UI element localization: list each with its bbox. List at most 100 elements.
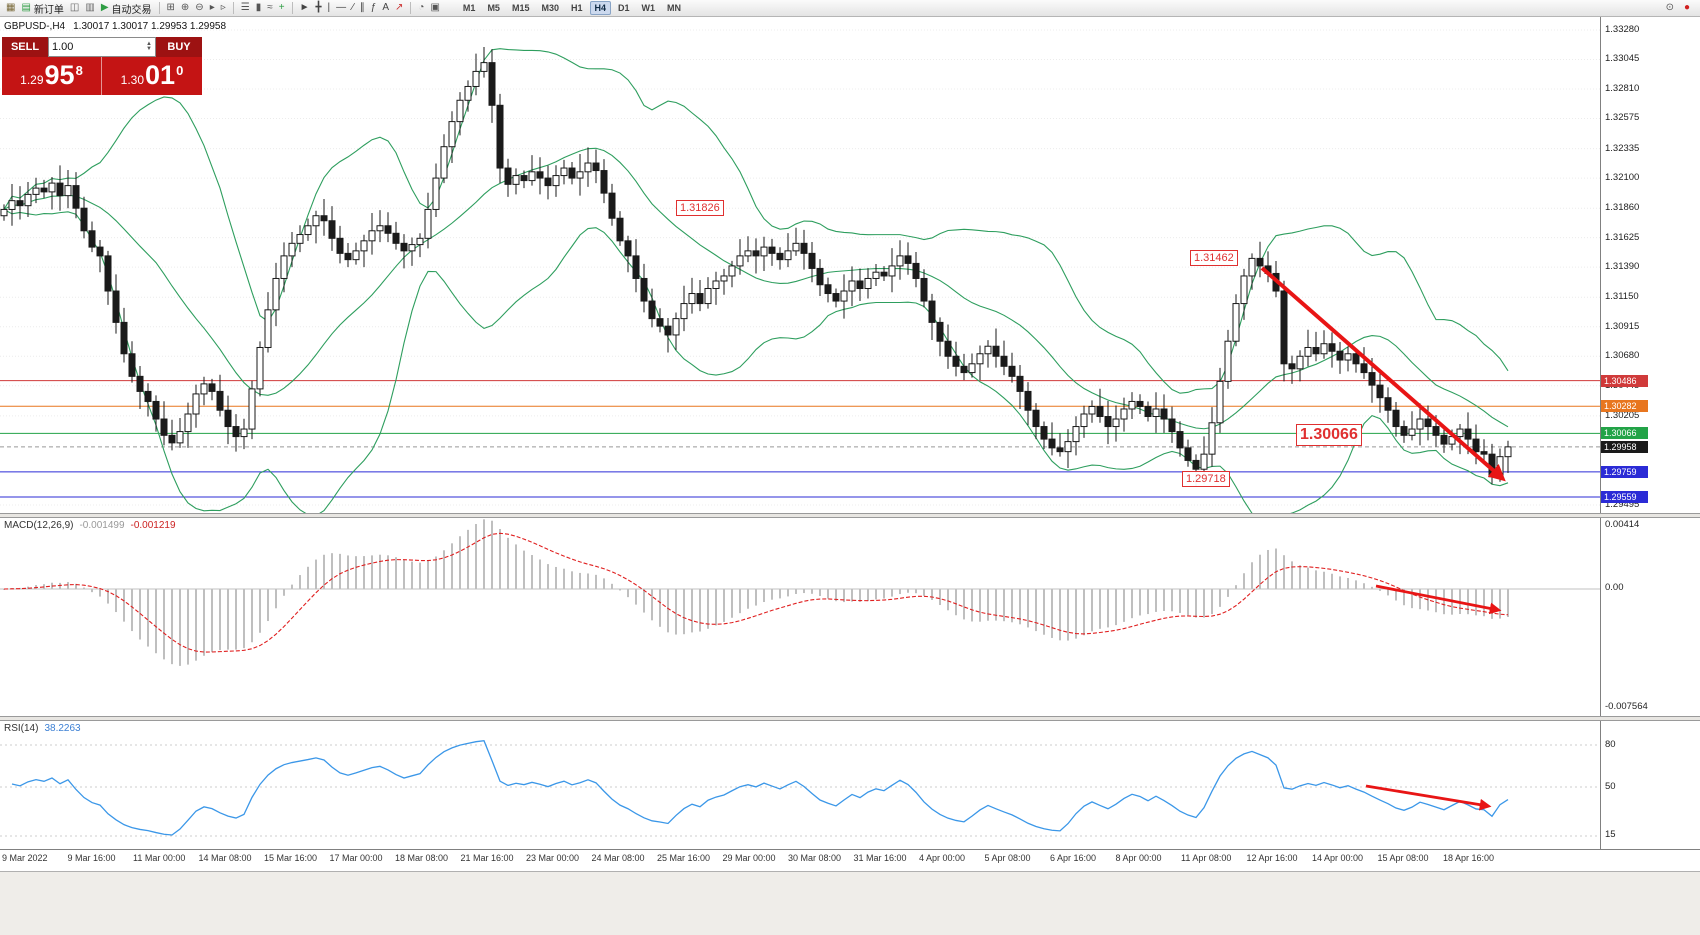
channel-icon[interactable]: ∥	[357, 1, 368, 16]
rsi-indicator-label: RSI(14) 38.2263	[4, 723, 81, 734]
autoscroll-icon[interactable]: ▸	[207, 1, 218, 16]
periods-icon[interactable]: ◔	[415, 1, 427, 16]
volume-stepper[interactable]: ▲ ▼	[146, 41, 152, 52]
timeframe-button-h4[interactable]: H4	[589, 1, 612, 15]
price-badge: 1.30486	[1601, 374, 1648, 387]
new-chart-icon[interactable]: ▦	[3, 1, 18, 16]
price-callout[interactable]: 1.30066	[1296, 424, 1362, 446]
sell-price[interactable]: 1.29 95 8	[2, 57, 102, 95]
candlestick-icon[interactable]: ▮	[253, 1, 265, 16]
price-callout[interactable]: 1.29718	[1182, 471, 1230, 487]
timeframe-button-m30[interactable]: M30	[541, 3, 559, 13]
timeframe-button-w1[interactable]: W1	[641, 3, 656, 13]
price-badge: 1.30282	[1601, 400, 1648, 413]
zoom-out-icon: ⊖	[195, 2, 204, 13]
data-window-icon: ▥	[85, 2, 95, 13]
autotrading-icon: ▶	[100, 2, 109, 13]
buy-price-big: 01	[145, 60, 176, 90]
time-tick: 6 Apr 16:00	[1050, 853, 1097, 863]
macd-pane[interactable]	[0, 518, 1600, 716]
cursor-icon[interactable]: ►	[297, 1, 313, 16]
chart-shift-icon[interactable]: ▹	[218, 1, 229, 16]
macd-name: MACD(12,26,9)	[4, 520, 74, 531]
ohlc-values: 1.30017 1.30017 1.29953 1.29958	[73, 21, 227, 32]
autotrading-button-label: 自动交易	[111, 4, 152, 16]
time-tick: 9 Mar 16:00	[67, 853, 116, 863]
timeframe-button-d1[interactable]: D1	[618, 3, 630, 13]
rsi-value: 38.2263	[44, 723, 81, 734]
app-logo-icon: ●	[1683, 2, 1690, 13]
time-tick: 31 Mar 16:00	[853, 853, 907, 863]
price-tick: 1.33280	[1605, 24, 1640, 35]
time-tick: 17 Mar 00:00	[329, 853, 383, 863]
tile-windows-icon[interactable]: ⊞	[164, 1, 178, 16]
sell-price-prefix: 1.29	[20, 73, 44, 87]
vertical-line-icon: |	[327, 2, 331, 13]
vertical-line-icon[interactable]: |	[325, 1, 334, 16]
periods-icon: ◔	[418, 2, 425, 13]
macd-value-main: -0.001499	[79, 520, 125, 531]
timeframe-button-m1[interactable]: M1	[462, 3, 476, 13]
profiles-icon[interactable]: ◫	[67, 1, 82, 16]
price-tick: 1.31150	[1605, 291, 1639, 303]
price-badge: 1.29559	[1601, 490, 1648, 503]
time-tick: 14 Mar 08:00	[198, 853, 252, 863]
horizontal-line-icon[interactable]: —	[333, 1, 349, 16]
time-tick: 23 Mar 00:00	[526, 853, 580, 863]
volume-down-icon[interactable]: ▼	[146, 46, 152, 52]
arrows-icon[interactable]: ↗	[392, 1, 406, 16]
template-icon[interactable]: ▣	[427, 1, 442, 16]
buy-price[interactable]: 1.30 01 0	[102, 57, 202, 95]
profiles-icon: ◫	[69, 2, 80, 13]
trendline-icon[interactable]: ∕	[349, 1, 357, 16]
price-callout[interactable]: 1.31462	[1190, 250, 1238, 266]
buy-price-prefix: 1.30	[120, 73, 145, 87]
zoom-out-icon[interactable]: ⊖	[192, 1, 206, 16]
time-tick: 25 Mar 16:00	[657, 853, 711, 863]
text-icon[interactable]: A	[379, 1, 392, 16]
line-chart-icon[interactable]: ≈	[264, 1, 276, 16]
bar-chart-icon[interactable]: ☰	[238, 1, 253, 16]
buy-button[interactable]: BUY	[156, 37, 202, 57]
data-window-icon[interactable]: ▥	[82, 1, 97, 16]
macd-pane-splitter[interactable]	[0, 513, 1700, 518]
rsi-pane[interactable]	[0, 721, 1600, 849]
crosshair-icon[interactable]: ╋	[312, 1, 324, 16]
new-order-button[interactable]: ▤ 新订单	[18, 1, 66, 16]
arrows-icon: ↗	[395, 2, 404, 13]
fibonacci-icon[interactable]: ƒ	[368, 1, 380, 16]
rsi-pane-splitter[interactable]	[0, 716, 1700, 721]
timeframe-button-h1[interactable]: H1	[570, 3, 583, 13]
volume-input[interactable]: 1.00 ▲ ▼	[48, 37, 156, 57]
price-tick: 1.31390	[1605, 261, 1640, 273]
volume-up-icon[interactable]: ▲	[146, 41, 152, 47]
timeframe-button-m5[interactable]: M5	[487, 3, 500, 13]
time-tick: 18 Apr 16:00	[1443, 853, 1495, 863]
channel-icon: ∥	[359, 2, 365, 13]
search-icon[interactable]: ⊙	[1663, 1, 1677, 16]
timeframe-button-mn[interactable]: MN	[667, 3, 682, 13]
time-tick: 29 Mar 00:00	[722, 853, 776, 863]
app-logo-icon[interactable]: ●	[1681, 1, 1693, 16]
time-axis[interactable]	[0, 849, 1700, 871]
search-icon: ⊙	[1665, 2, 1674, 13]
sell-button[interactable]: SELL	[2, 37, 48, 57]
time-tick: 15 Mar 16:00	[264, 853, 318, 863]
window-bottom-area	[0, 871, 1700, 935]
price-badge: 1.30066	[1601, 427, 1648, 440]
sell-price-pipette: 8	[75, 63, 83, 78]
macd-value-signal: -0.001219	[130, 520, 176, 531]
time-tick: 24 Mar 08:00	[591, 853, 645, 863]
price-badge: 1.29958	[1601, 440, 1648, 453]
price-callout[interactable]: 1.31826	[676, 200, 724, 216]
indicators-icon[interactable]: +	[276, 1, 288, 16]
time-tick: 8 Apr 00:00	[1115, 853, 1162, 863]
timeframe-bar: M1 M5 M15 M30 H1 H4 D1 W1 MN	[457, 1, 687, 15]
zoom-in-icon[interactable]: ⊕	[178, 1, 192, 16]
timeframe-button-m15[interactable]: M15	[511, 3, 530, 13]
macd-indicator-label: MACD(12,26,9) -0.001499 -0.001219	[4, 520, 176, 531]
template-icon: ▣	[430, 2, 440, 13]
autotrading-button[interactable]: ▶ 自动交易	[98, 1, 155, 16]
toolbar: ▦ ▤ 新订单 ◫ ▥ ▶ 自动交易 ⊞ ⊕ ⊖ ▸ ▹ ☰ ▮ ≈ + ► ╋ | — ∕ ∥ ƒ A ↗ ◔ ▣ M1 M5 M15…	[0, 0, 1700, 17]
